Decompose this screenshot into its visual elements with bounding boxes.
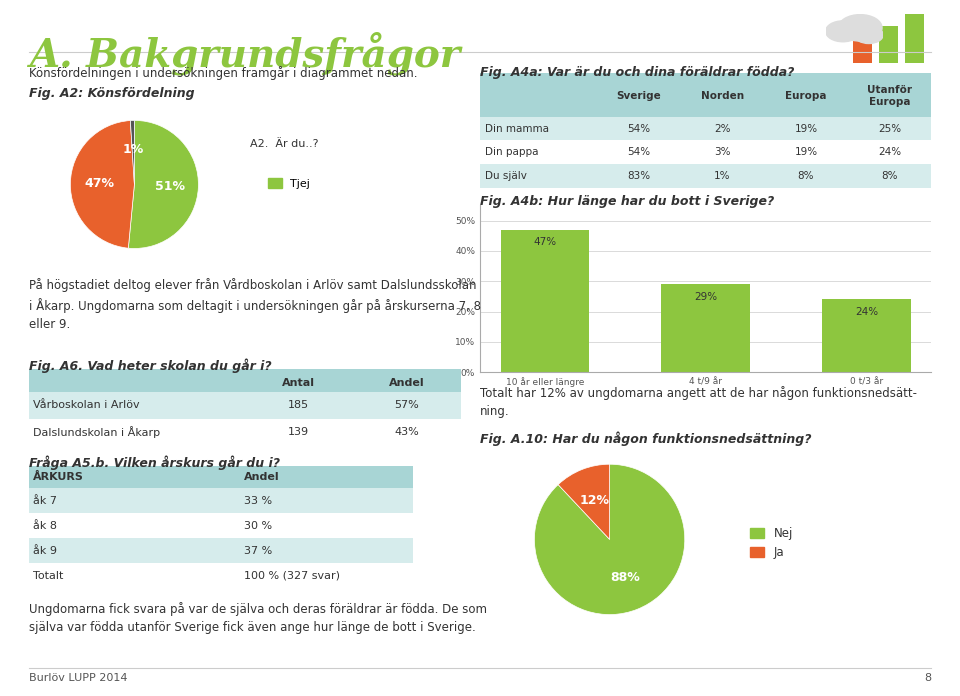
Text: 8%: 8% <box>798 171 814 181</box>
Text: Du själv: Du själv <box>485 171 526 181</box>
Text: Totalt har 12% av ungdomarna angett att de har någon funktionsnedsätt-
ning.: Totalt har 12% av ungdomarna angett att … <box>480 386 917 418</box>
FancyBboxPatch shape <box>480 141 931 164</box>
Text: 8%: 8% <box>881 171 898 181</box>
Text: 57%: 57% <box>395 400 420 410</box>
Bar <box>661 284 750 372</box>
FancyBboxPatch shape <box>29 489 413 513</box>
FancyBboxPatch shape <box>29 369 461 392</box>
FancyBboxPatch shape <box>29 563 413 588</box>
Text: 54%: 54% <box>628 148 651 157</box>
Text: 1%: 1% <box>714 171 731 181</box>
Text: 37 %: 37 % <box>244 546 272 555</box>
Text: Dalslundskolan i Åkarp: Dalslundskolan i Åkarp <box>33 426 160 438</box>
FancyBboxPatch shape <box>879 26 899 63</box>
Circle shape <box>854 26 883 43</box>
Text: Fig. A.10: Har du någon funktionsnedsättning?: Fig. A.10: Har du någon funktionsnedsätt… <box>480 432 811 446</box>
Wedge shape <box>70 120 134 248</box>
Text: 30 %: 30 % <box>244 521 272 530</box>
Text: 88%: 88% <box>610 571 639 585</box>
Text: Burlöv LUPP 2014: Burlöv LUPP 2014 <box>29 673 128 683</box>
Text: 47%: 47% <box>533 237 556 247</box>
Text: åk 7: åk 7 <box>33 496 57 506</box>
Text: 19%: 19% <box>795 148 818 157</box>
Text: 25%: 25% <box>877 124 901 134</box>
Legend: Nej, Ja: Nej, Ja <box>745 522 798 564</box>
Text: Fig. A4a: Var är du och dina föräldrar födda?: Fig. A4a: Var är du och dina föräldrar f… <box>480 66 794 79</box>
FancyBboxPatch shape <box>29 466 413 489</box>
Legend: Tjej: Tjej <box>264 174 315 193</box>
Text: 2%: 2% <box>714 124 731 134</box>
Text: 19%: 19% <box>795 124 818 134</box>
Wedge shape <box>129 120 199 248</box>
Text: 43%: 43% <box>395 427 420 437</box>
Text: Fig. A4b: Hur länge har du bott i Sverige?: Fig. A4b: Hur länge har du bott i Sverig… <box>480 195 775 208</box>
FancyBboxPatch shape <box>29 538 413 563</box>
Text: 24%: 24% <box>877 148 901 157</box>
Text: 33 %: 33 % <box>244 496 272 506</box>
FancyBboxPatch shape <box>905 14 924 63</box>
Text: 24%: 24% <box>855 307 878 317</box>
FancyBboxPatch shape <box>29 392 461 419</box>
Circle shape <box>826 21 860 42</box>
Text: A. Bakgrundsfrågor: A. Bakgrundsfrågor <box>29 31 460 75</box>
Text: Utanför
Europa: Utanför Europa <box>867 85 912 107</box>
Text: 83%: 83% <box>628 171 651 181</box>
FancyBboxPatch shape <box>480 164 931 188</box>
Text: Könsfördelningen i undersökningen framgår i diagrammet nedan.: Könsfördelningen i undersökningen framgå… <box>29 66 418 80</box>
Text: åk 9: åk 9 <box>33 546 57 555</box>
Circle shape <box>838 15 882 41</box>
Text: 12%: 12% <box>580 494 610 507</box>
Text: åk 8: åk 8 <box>33 521 57 530</box>
Text: På högstadiet deltog elever från Vårdboskolan i Arlöv samt Dalslundsskolan
i Åka: På högstadiet deltog elever från Vårdbos… <box>29 278 481 331</box>
Text: Din mamma: Din mamma <box>485 124 548 134</box>
FancyBboxPatch shape <box>29 513 413 538</box>
Wedge shape <box>131 120 134 184</box>
FancyBboxPatch shape <box>480 73 931 117</box>
Text: ÅRKURS: ÅRKURS <box>33 473 84 482</box>
Text: 8: 8 <box>924 673 931 683</box>
Text: Europa: Europa <box>785 91 827 101</box>
Text: Andel: Andel <box>244 473 279 482</box>
Text: Ungdomarna fick svara på var de själva och deras föräldrar är födda. De som
själ: Ungdomarna fick svara på var de själva o… <box>29 602 487 634</box>
Text: 51%: 51% <box>155 180 184 193</box>
Bar <box>822 299 911 372</box>
Text: Fråga A5.b. Vilken årskurs går du i?: Fråga A5.b. Vilken årskurs går du i? <box>29 456 279 470</box>
Text: A2.  Är du..?: A2. Är du..? <box>250 139 318 149</box>
Bar <box>500 230 589 372</box>
Text: 47%: 47% <box>84 177 114 191</box>
Text: 1%: 1% <box>123 143 144 156</box>
Text: Vårboskolan i Arlöv: Vårboskolan i Arlöv <box>33 400 140 410</box>
Text: 54%: 54% <box>628 124 651 134</box>
Text: Totalt: Totalt <box>33 571 63 580</box>
FancyBboxPatch shape <box>853 38 873 63</box>
Text: 3%: 3% <box>714 148 731 157</box>
Text: 185: 185 <box>288 400 309 410</box>
Text: 139: 139 <box>288 427 309 437</box>
Wedge shape <box>535 464 684 615</box>
Text: Antal: Antal <box>282 378 315 388</box>
Text: Andel: Andel <box>389 378 424 388</box>
Text: 100 % (327 svar): 100 % (327 svar) <box>244 571 340 580</box>
Text: Norden: Norden <box>701 91 744 101</box>
Text: Fig. A2: Könsfördelning: Fig. A2: Könsfördelning <box>29 87 195 100</box>
FancyBboxPatch shape <box>29 419 461 445</box>
Text: Fig. A6. Vad heter skolan du går i?: Fig. A6. Vad heter skolan du går i? <box>29 358 272 373</box>
FancyBboxPatch shape <box>480 117 931 141</box>
Text: Din pappa: Din pappa <box>485 148 538 157</box>
Text: Sverige: Sverige <box>616 91 661 101</box>
Text: 29%: 29% <box>694 292 717 302</box>
Wedge shape <box>558 464 610 539</box>
